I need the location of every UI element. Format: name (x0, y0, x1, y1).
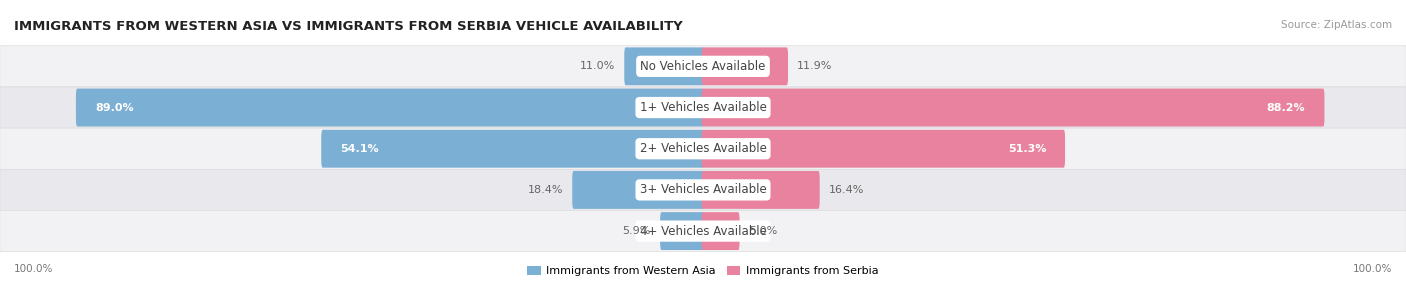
FancyBboxPatch shape (0, 46, 1406, 87)
Text: 3+ Vehicles Available: 3+ Vehicles Available (640, 183, 766, 196)
Text: 5.0%: 5.0% (749, 226, 778, 236)
FancyBboxPatch shape (661, 212, 704, 250)
Text: 11.9%: 11.9% (797, 61, 832, 71)
Text: 18.4%: 18.4% (527, 185, 564, 195)
FancyBboxPatch shape (0, 169, 1406, 210)
Legend: Immigrants from Western Asia, Immigrants from Serbia: Immigrants from Western Asia, Immigrants… (523, 261, 883, 281)
FancyBboxPatch shape (0, 87, 1406, 128)
FancyBboxPatch shape (0, 128, 1406, 169)
FancyBboxPatch shape (572, 171, 704, 209)
Text: 88.2%: 88.2% (1267, 103, 1305, 112)
FancyBboxPatch shape (702, 171, 820, 209)
Text: 4+ Vehicles Available: 4+ Vehicles Available (640, 225, 766, 238)
FancyBboxPatch shape (624, 47, 704, 85)
FancyBboxPatch shape (702, 130, 1066, 168)
Text: 51.3%: 51.3% (1008, 144, 1046, 154)
Text: 89.0%: 89.0% (94, 103, 134, 112)
FancyBboxPatch shape (702, 212, 740, 250)
Text: No Vehicles Available: No Vehicles Available (640, 60, 766, 73)
FancyBboxPatch shape (321, 130, 704, 168)
Text: IMMIGRANTS FROM WESTERN ASIA VS IMMIGRANTS FROM SERBIA VEHICLE AVAILABILITY: IMMIGRANTS FROM WESTERN ASIA VS IMMIGRAN… (14, 20, 683, 33)
Text: 100.0%: 100.0% (1353, 264, 1392, 274)
Text: 5.9%: 5.9% (623, 226, 651, 236)
Text: 11.0%: 11.0% (579, 61, 616, 71)
Text: 54.1%: 54.1% (340, 144, 378, 154)
FancyBboxPatch shape (76, 89, 704, 126)
Text: Source: ZipAtlas.com: Source: ZipAtlas.com (1281, 20, 1392, 30)
FancyBboxPatch shape (0, 210, 1406, 252)
FancyBboxPatch shape (702, 47, 787, 85)
Text: 100.0%: 100.0% (14, 264, 53, 274)
Text: 1+ Vehicles Available: 1+ Vehicles Available (640, 101, 766, 114)
Text: 2+ Vehicles Available: 2+ Vehicles Available (640, 142, 766, 155)
Text: 16.4%: 16.4% (830, 185, 865, 195)
FancyBboxPatch shape (702, 89, 1324, 126)
